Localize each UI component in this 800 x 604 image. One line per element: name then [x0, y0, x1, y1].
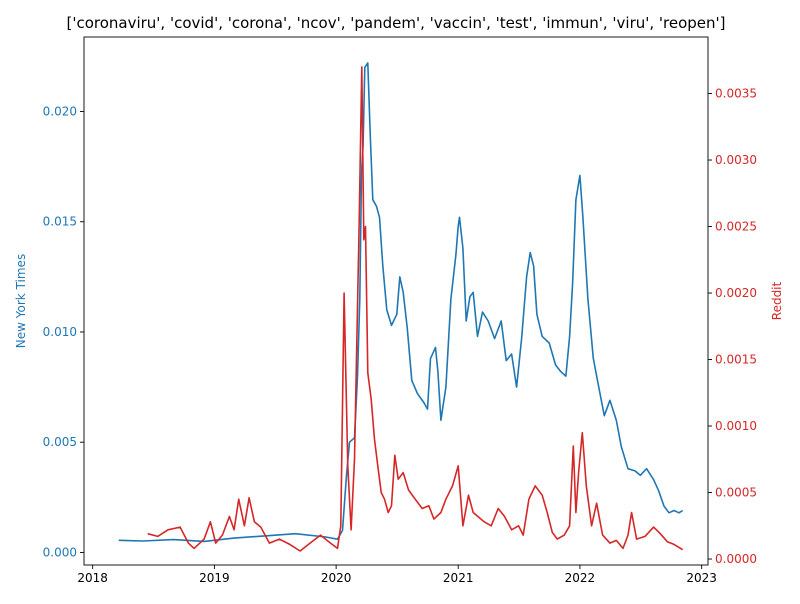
chart-title: ['coronaviru', 'covid', 'corona', 'ncov'… — [66, 14, 725, 32]
right-y-tick-label: 0.0015 — [715, 353, 757, 367]
series-line-reddit — [147, 66, 684, 552]
left-y-tick-label: 0.020 — [43, 105, 77, 119]
left-y-tick-label: 0.015 — [43, 215, 77, 229]
x-tick-label: 2019 — [199, 571, 230, 585]
left-y-axis-label: New York Times — [14, 254, 28, 348]
left-y-tick-label: 0.000 — [43, 545, 77, 559]
x-tick-label: 2023 — [686, 571, 717, 585]
right-y-tick-label: 0.0020 — [715, 286, 757, 300]
right-y-tick-label: 0.0010 — [715, 419, 757, 433]
left-y-axis-ticks: 0.000 0.005 0.010 0.015 0.020 — [43, 105, 84, 559]
axes-layer: 2018 2019 2020 2021 2022 2023 0.000 0.005 0.010… — [43, 36, 757, 585]
right-y-axis-label: Reddit — [770, 281, 784, 320]
x-axis-ticks: 2018 2019 2020 2021 2022 2023 — [77, 565, 717, 585]
x-tick-label: 2021 — [443, 571, 474, 585]
series-line-new-york-times — [118, 62, 684, 543]
x-tick-label: 2020 — [321, 571, 352, 585]
x-tick-label: 2018 — [77, 571, 108, 585]
right-y-tick-label: 0.0025 — [715, 220, 757, 234]
right-y-tick-label: 0.0030 — [715, 153, 757, 167]
right-y-axis-ticks: 0.0000 0.0005 0.0010 0.0015 0.0020 0.0025 0.00… — [708, 87, 757, 566]
x-tick-label: 2022 — [565, 571, 596, 585]
right-y-tick-label: 0.0035 — [715, 87, 757, 101]
plot-frame — [83, 36, 709, 566]
left-y-tick-label: 0.010 — [43, 325, 77, 339]
left-y-tick-label: 0.005 — [43, 435, 77, 449]
series-layer — [118, 62, 684, 552]
right-y-tick-label: 0.0000 — [715, 552, 757, 566]
right-y-tick-label: 0.0005 — [715, 486, 757, 500]
